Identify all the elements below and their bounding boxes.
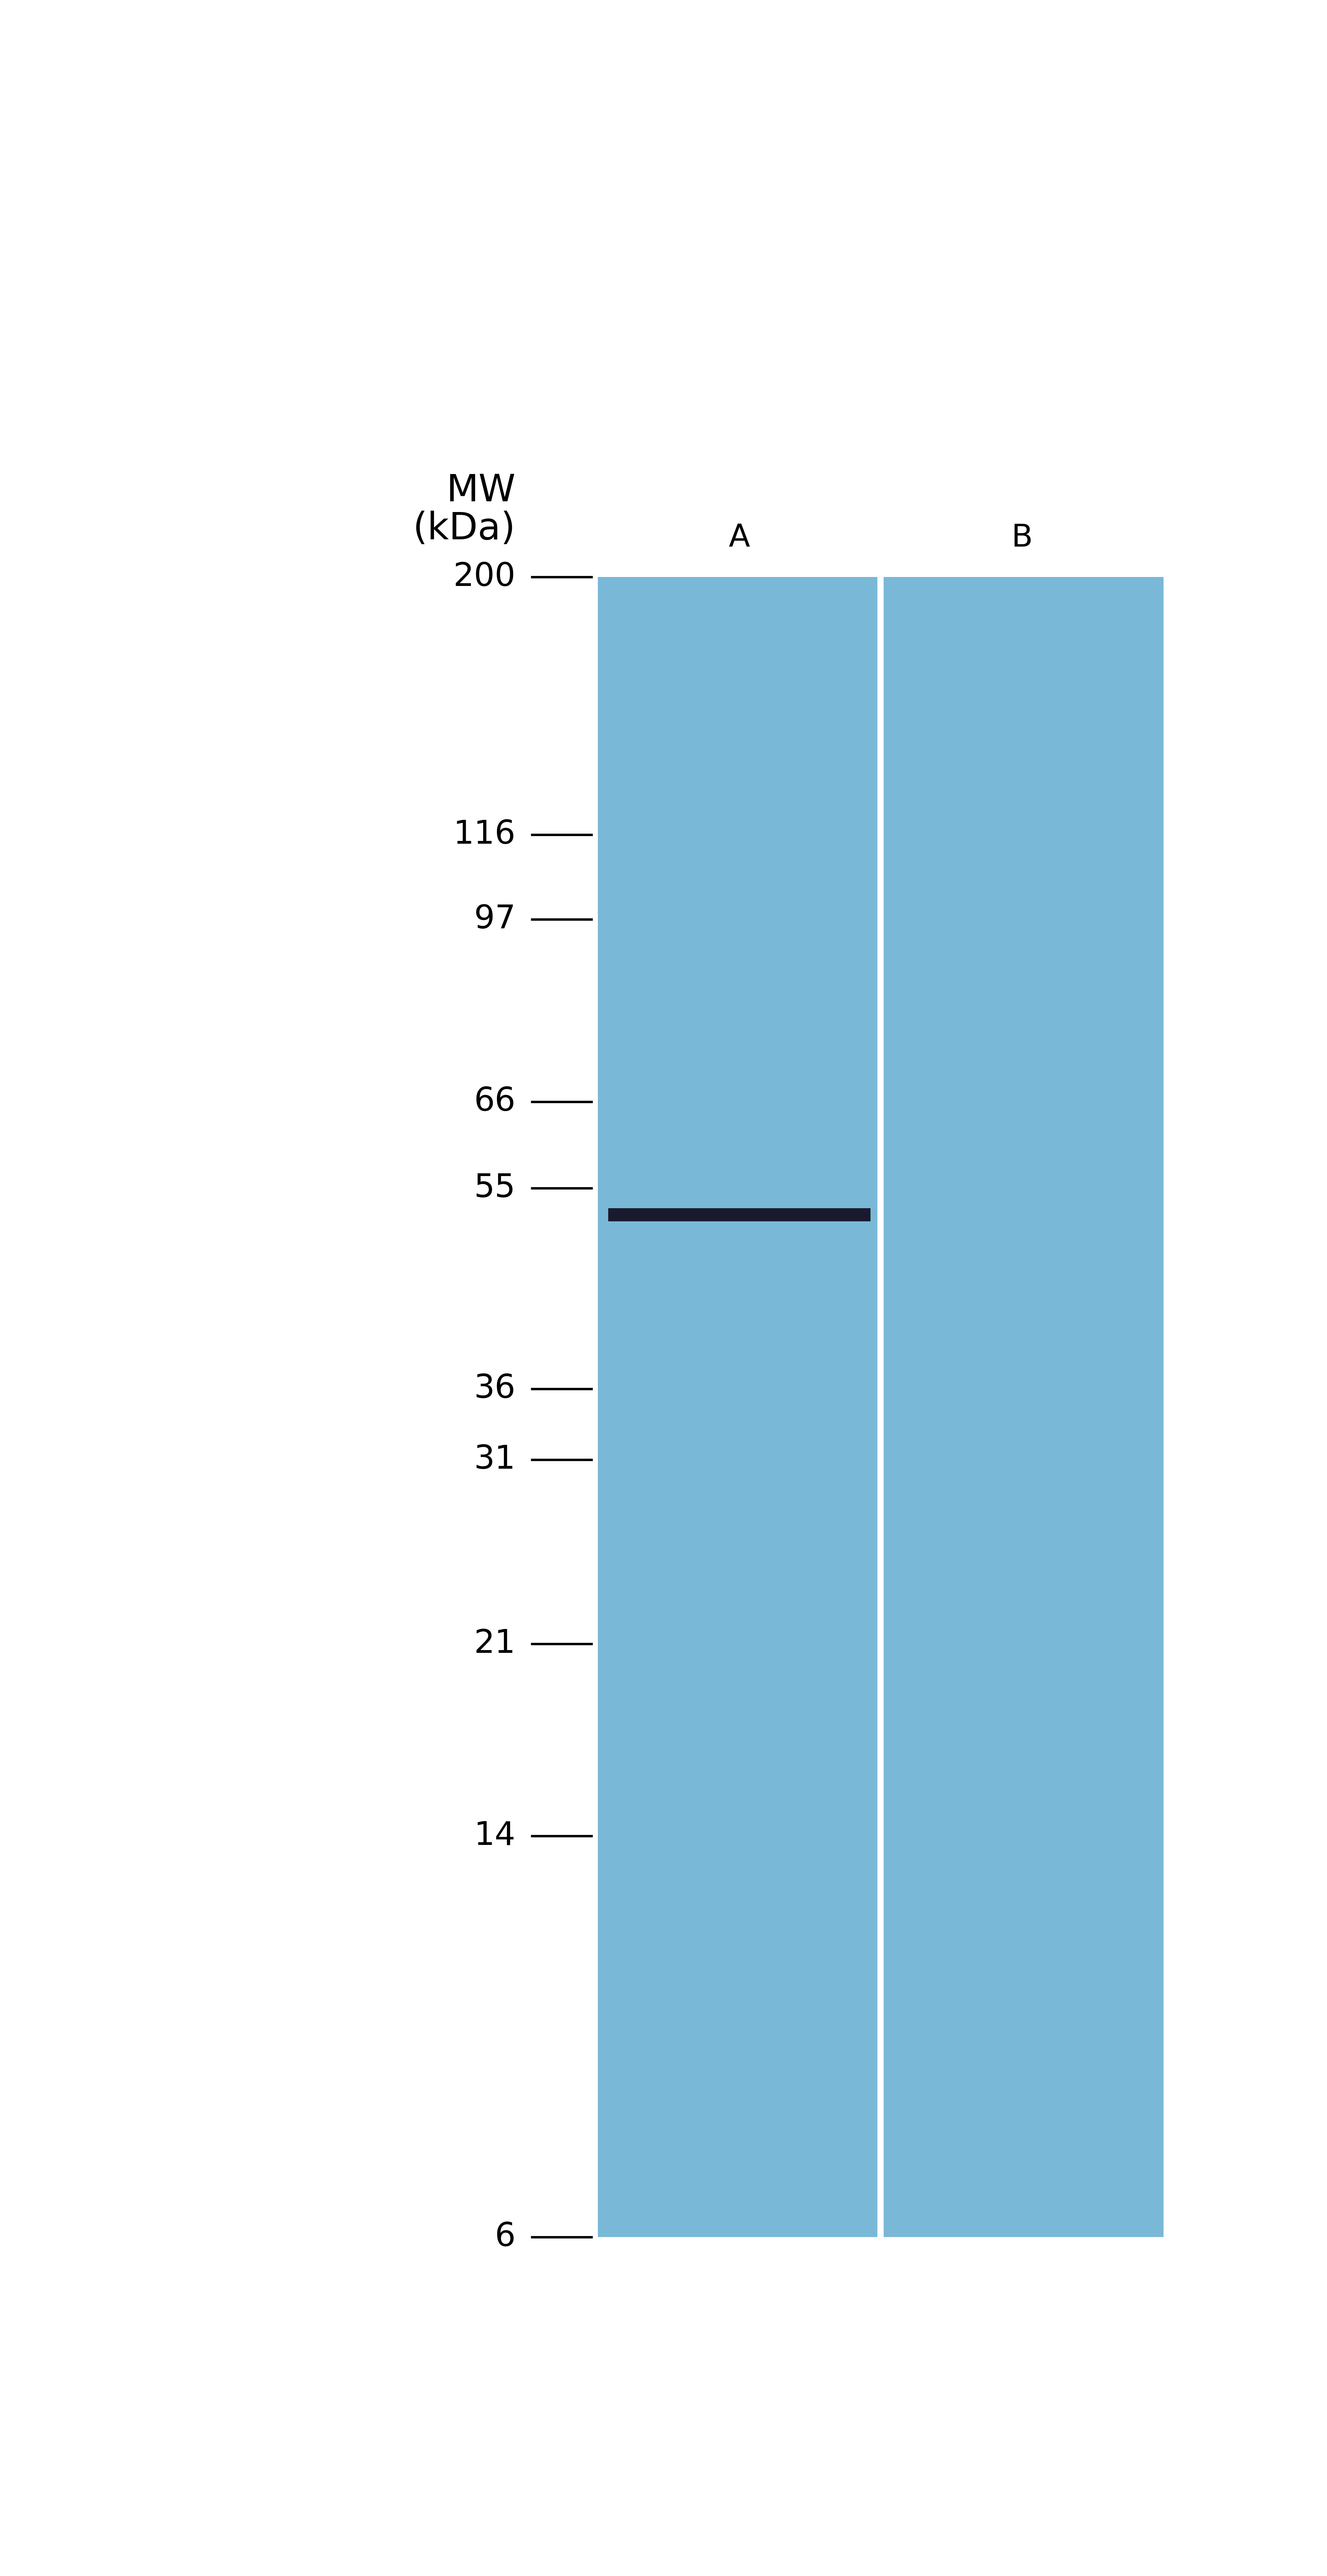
Text: 31: 31	[474, 1443, 515, 1476]
Text: MW
(kDa): MW (kDa)	[413, 471, 515, 546]
Text: 66: 66	[474, 1087, 515, 1118]
Bar	[881, 577, 1164, 2236]
Text: 97: 97	[474, 904, 515, 935]
Text: A: A	[729, 523, 750, 554]
Text: 55: 55	[474, 1172, 515, 1203]
Bar	[608, 1208, 871, 1221]
Bar	[877, 577, 884, 2236]
Text: 6: 6	[495, 2221, 515, 2254]
Text: 36: 36	[474, 1373, 515, 1404]
Text: 21: 21	[474, 1628, 515, 1659]
Text: 14: 14	[474, 1821, 515, 1852]
Bar	[597, 577, 881, 2236]
Text: 200: 200	[454, 562, 515, 592]
Text: 116: 116	[453, 819, 515, 850]
Text: B: B	[1011, 523, 1032, 554]
